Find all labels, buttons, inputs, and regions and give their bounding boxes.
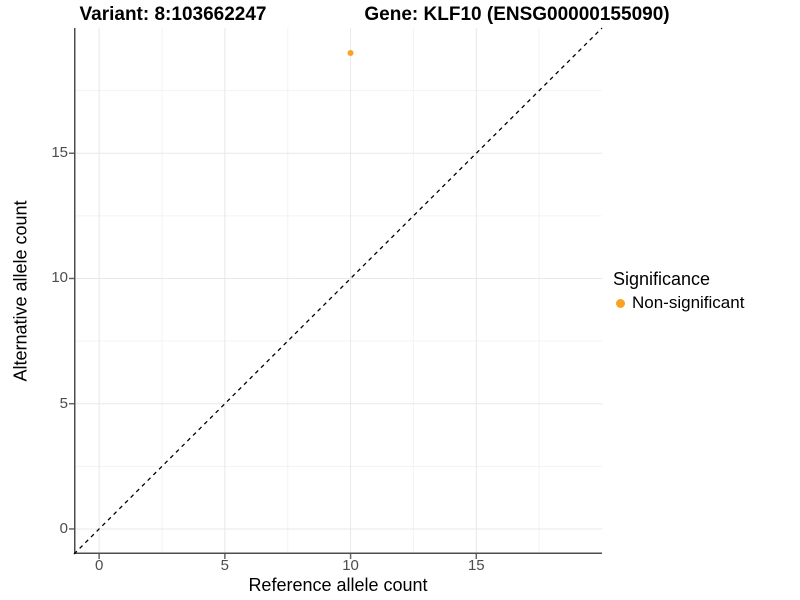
legend-marker-circle-icon xyxy=(616,298,625,308)
plot-panel xyxy=(69,27,603,559)
legend-item: Non-significant xyxy=(613,293,744,313)
x-tick-label: 10 xyxy=(342,557,359,574)
y-tick-label: 15 xyxy=(51,144,68,162)
data-point xyxy=(347,50,354,57)
y-tick-label: 0 xyxy=(59,519,68,537)
identity-dashed-line xyxy=(73,27,603,555)
legend-item-label: Non-significant xyxy=(632,293,745,312)
variant-title: Variant: 8:103662247 xyxy=(79,4,267,25)
y-axis-title: Alternative allele count xyxy=(10,200,31,382)
gene-title: Gene: KLF10 (ENSG00000155090) xyxy=(364,4,670,25)
legend-title: Significance xyxy=(613,269,711,289)
legend: Significance Non-significant xyxy=(613,269,744,313)
x-axis-title: Reference allele count xyxy=(248,575,428,595)
x-tick-label: 15 xyxy=(467,557,485,574)
x-tick-label: 5 xyxy=(220,557,230,574)
x-tick-label: 0 xyxy=(94,557,104,574)
y-tick-label: 10 xyxy=(51,269,68,287)
plot-canvas xyxy=(69,27,603,559)
y-tick-label: 5 xyxy=(59,394,68,412)
